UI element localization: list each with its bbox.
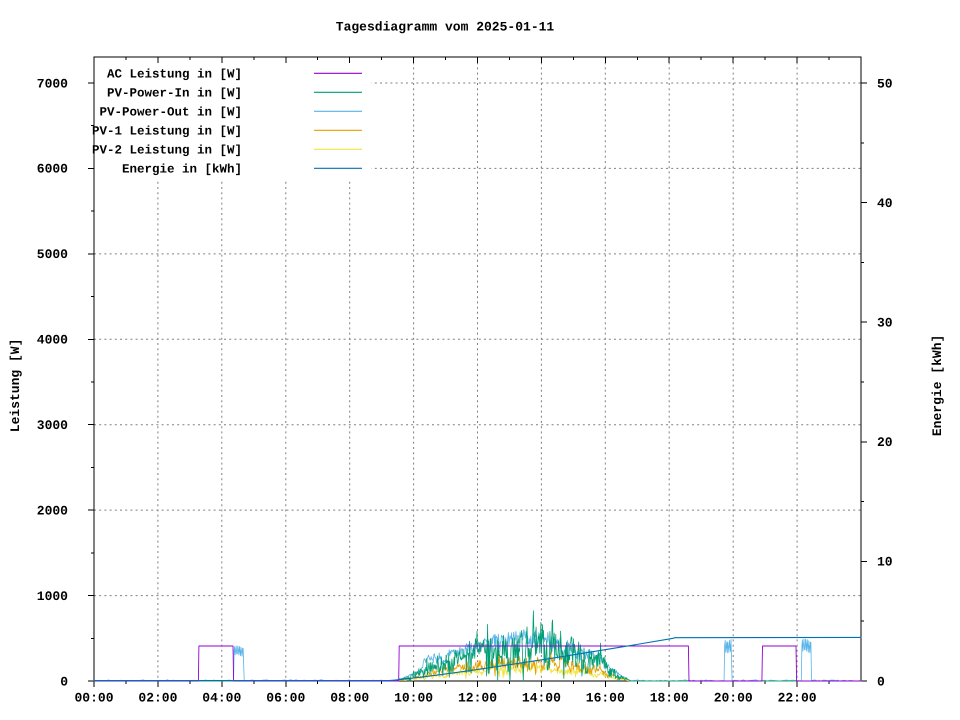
svg-text:00:00: 00:00: [74, 691, 113, 706]
svg-text:12:00: 12:00: [458, 691, 497, 706]
svg-text:2000: 2000: [37, 503, 68, 518]
svg-text:6000: 6000: [37, 162, 68, 177]
svg-text:Energie in [kWh]: Energie in [kWh]: [122, 163, 242, 177]
svg-text:3000: 3000: [37, 418, 68, 433]
svg-text:1000: 1000: [37, 589, 68, 604]
svg-text:PV-Power-In in [W]: PV-Power-In in [W]: [107, 87, 242, 101]
svg-text:0: 0: [877, 674, 885, 689]
svg-text:Tagesdiagramm vom 2025-01-11: Tagesdiagramm vom 2025-01-11: [336, 20, 555, 35]
svg-text:16:00: 16:00: [586, 691, 625, 706]
svg-text:10:00: 10:00: [394, 691, 433, 706]
svg-text:PV-Power-Out in [W]: PV-Power-Out in [W]: [99, 106, 242, 120]
svg-text:PV-2 Leistung in [W]: PV-2 Leistung in [W]: [92, 144, 242, 158]
svg-text:30: 30: [877, 316, 893, 331]
svg-text:14:00: 14:00: [522, 691, 561, 706]
svg-text:02:00: 02:00: [138, 691, 177, 706]
svg-text:40: 40: [877, 196, 893, 211]
svg-text:Energie [kWh]: Energie [kWh]: [930, 335, 945, 436]
svg-text:50: 50: [877, 76, 893, 91]
svg-text:04:00: 04:00: [202, 691, 241, 706]
svg-text:22:00: 22:00: [778, 691, 817, 706]
svg-text:20: 20: [877, 435, 893, 450]
svg-text:PV-1 Leistung in [W]: PV-1 Leistung in [W]: [92, 125, 242, 139]
svg-text:Leistung [W]: Leistung [W]: [8, 339, 23, 433]
svg-text:18:00: 18:00: [650, 691, 689, 706]
svg-text:7000: 7000: [37, 76, 68, 91]
svg-text:5000: 5000: [37, 247, 68, 262]
svg-text:06:00: 06:00: [266, 691, 305, 706]
svg-text:20:00: 20:00: [714, 691, 753, 706]
svg-text:0: 0: [60, 674, 68, 689]
svg-text:4000: 4000: [37, 333, 68, 348]
svg-text:AC Leistung in [W]: AC Leistung in [W]: [107, 68, 242, 82]
svg-text:08:00: 08:00: [330, 691, 369, 706]
svg-text:10: 10: [877, 555, 893, 570]
